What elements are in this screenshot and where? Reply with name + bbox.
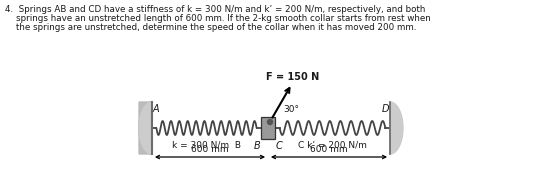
Text: the springs are unstretched, determine the speed of the collar when it has moved: the springs are unstretched, determine t… (5, 23, 416, 32)
Text: 600 mm: 600 mm (310, 145, 348, 154)
Text: B: B (253, 141, 260, 151)
Text: F = 150 N: F = 150 N (266, 72, 320, 82)
Text: A: A (153, 104, 160, 114)
Circle shape (267, 120, 273, 124)
Text: D: D (381, 104, 389, 114)
Polygon shape (139, 102, 152, 154)
Polygon shape (139, 102, 152, 154)
Text: C k’ = 200 N/m: C k’ = 200 N/m (298, 141, 367, 150)
Text: 4.  Springs AB and CD have a stiffness of k = 300 N/m and k’ = 200 N/m, respecti: 4. Springs AB and CD have a stiffness of… (5, 5, 426, 14)
Bar (261, 117, 275, 139)
Text: C: C (276, 141, 283, 151)
Text: k = 300 N/m  B: k = 300 N/m B (172, 141, 241, 150)
Text: 30°: 30° (283, 105, 299, 114)
Polygon shape (390, 102, 403, 154)
Text: 600 mm: 600 mm (191, 145, 229, 154)
Text: springs have an unstretched length of 600 mm. If the 2-kg smooth collar starts f: springs have an unstretched length of 60… (5, 14, 431, 23)
